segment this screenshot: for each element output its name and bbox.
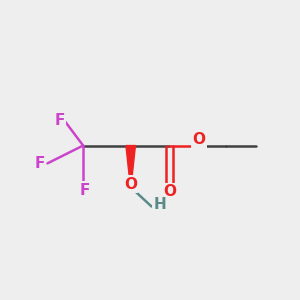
Polygon shape: [126, 146, 135, 187]
Text: O: O: [124, 177, 137, 192]
Text: F: F: [54, 113, 64, 128]
Text: F: F: [80, 183, 90, 198]
Text: O: O: [163, 184, 176, 199]
Text: F: F: [35, 156, 45, 171]
Text: H: H: [153, 197, 166, 212]
Text: O: O: [193, 132, 206, 147]
